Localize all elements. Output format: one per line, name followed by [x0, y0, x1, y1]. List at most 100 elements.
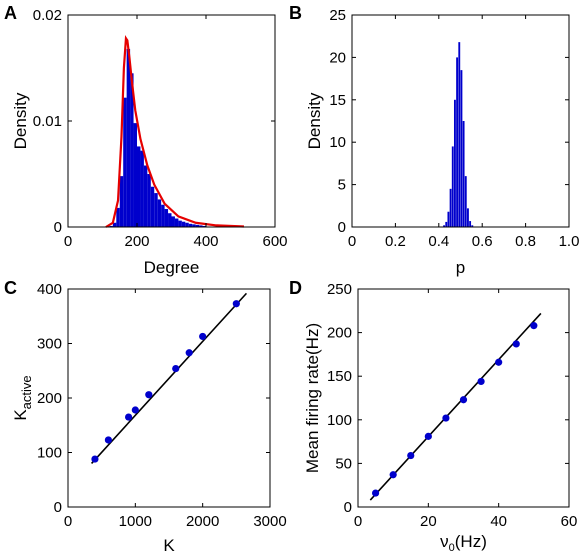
histogram-bar	[199, 225, 203, 227]
histogram-bar	[445, 221, 448, 227]
y-axis-label: Mean firing rate(Hz)	[303, 323, 322, 473]
y-tick-label: 0	[344, 499, 352, 516]
x-axis-label: p	[456, 258, 465, 277]
panel-label: B	[289, 3, 302, 23]
histogram-bar	[143, 165, 148, 227]
y-tick-label: 20	[329, 49, 346, 66]
histogram-bar	[178, 220, 182, 227]
x-tick-label: 0.4	[428, 233, 449, 250]
histogram-bar	[140, 150, 144, 227]
histogram-bar	[467, 208, 469, 227]
y-tick-label: 150	[327, 368, 352, 385]
y-axis-label: Kactive	[11, 375, 34, 420]
x-tick-label: 2000	[186, 513, 219, 530]
x-tick-label: 1000	[119, 513, 152, 530]
data-point	[530, 322, 538, 330]
histogram-bar	[168, 213, 172, 227]
y-tick-label: 250	[327, 281, 352, 298]
histogram-bar	[109, 225, 113, 227]
histogram-bar	[112, 222, 117, 227]
histogram-bar	[123, 97, 127, 228]
histogram-bar	[460, 70, 463, 228]
data-point	[91, 455, 99, 463]
histogram-bar	[164, 208, 169, 227]
y-axis-label-subscript: active	[19, 375, 34, 409]
histogram-bar	[126, 48, 131, 227]
histogram-bar	[137, 146, 141, 227]
x-axis-label-subscript: 0	[449, 542, 455, 554]
data-point	[512, 340, 520, 348]
x-tick-label: 0	[64, 513, 72, 530]
x-axis-label-main: ν	[440, 532, 449, 551]
data-point	[145, 391, 153, 399]
histogram-bar	[202, 225, 206, 227]
x-tick-label: 400	[193, 233, 218, 250]
axes-frame	[67, 14, 276, 228]
x-tick-label: 60	[561, 513, 578, 530]
y-tick-label: 200	[327, 325, 352, 342]
x-axis-label: K	[163, 536, 175, 555]
histogram-bar	[451, 146, 454, 227]
histogram-bar	[133, 123, 137, 227]
x-tick-label: 0	[64, 233, 72, 250]
data-point	[477, 377, 485, 386]
y-tick-label: 0	[54, 219, 62, 236]
histogram-bar	[456, 57, 459, 228]
histogram-bar	[471, 225, 474, 227]
histogram-bar	[174, 218, 179, 227]
histogram-bar	[119, 176, 124, 227]
data-point	[459, 396, 468, 404]
data-point	[199, 332, 207, 341]
histogram-bar	[447, 211, 450, 227]
y-tick-label: 0	[54, 499, 62, 516]
x-tick-label: 40	[490, 513, 507, 530]
histogram-bar	[192, 224, 196, 227]
data-point	[185, 349, 193, 357]
panel-a: A 0 200 400 600 0 0.01 0.02 Degree Density	[4, 3, 288, 277]
y-tick-label: 0	[338, 219, 346, 236]
histogram-bar	[449, 188, 452, 227]
y-tick-label: 300	[37, 336, 62, 353]
x-tick-label: 0.2	[385, 233, 406, 250]
y-tick-label: 25	[329, 7, 346, 24]
y-tick-label: 200	[37, 390, 62, 407]
histogram-bar	[130, 73, 134, 227]
histogram-bar	[161, 204, 165, 227]
x-tick-label: 3000	[253, 513, 286, 530]
y-tick-label: 100	[37, 445, 62, 462]
axes-frame	[351, 14, 570, 228]
histogram-bar	[181, 221, 186, 227]
data-point	[131, 406, 139, 414]
data-point	[232, 300, 240, 308]
data-point	[104, 436, 112, 444]
y-axis-label: Density	[305, 92, 324, 149]
data-point	[407, 451, 415, 460]
x-tick-label: 600	[262, 233, 287, 250]
data-point	[442, 414, 450, 422]
histogram-bar	[462, 121, 465, 227]
histogram-bar	[188, 223, 193, 227]
data-point	[125, 413, 133, 421]
x-tick-label: 0.8	[515, 233, 536, 250]
panel-label: A	[4, 3, 17, 23]
histogram-bar	[195, 224, 200, 227]
x-tick-label: 0.6	[472, 233, 493, 250]
y-tick-label: 100	[327, 412, 352, 429]
panel-b: B 0 0.2 0.4 0.6 0.8 1.0 0 5 10 15 20 25 p Density	[289, 3, 579, 277]
x-axis-label-unit: (Hz)	[455, 532, 487, 551]
data-point	[389, 471, 397, 479]
data-point	[495, 358, 503, 366]
y-axis-label-main: K	[11, 409, 30, 421]
x-tick-label: 0	[348, 233, 356, 250]
x-tick-label: 200	[124, 233, 149, 250]
y-tick-label: 5	[338, 177, 346, 194]
fit-curve	[105, 34, 244, 228]
y-tick-label: 0.01	[33, 113, 62, 130]
panel-label: C	[4, 278, 17, 298]
data-point	[371, 489, 380, 497]
panel-label: D	[289, 278, 302, 298]
y-tick-label: 0.02	[33, 7, 62, 24]
y-axis-label: Density	[11, 92, 30, 149]
